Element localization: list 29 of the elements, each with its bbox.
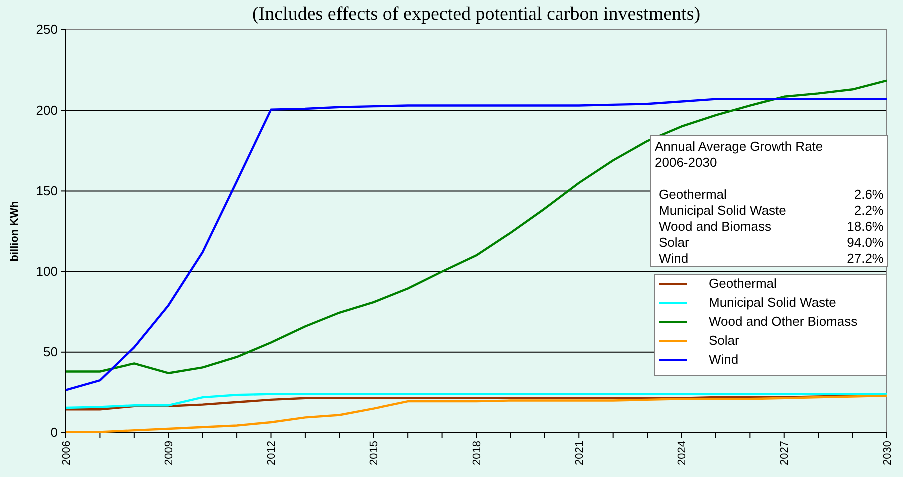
x-tick-label: 2027: [779, 441, 792, 466]
legend-label: Wind: [709, 352, 739, 367]
x-tick-label: 2012: [266, 441, 278, 466]
line-series: [64, 394, 888, 434]
y-tick-label: 100: [36, 264, 58, 279]
x-tick-label: 2024: [676, 441, 689, 466]
x-tick-label: 2015: [368, 441, 381, 466]
legend-label: Wood and Other Biomass: [709, 314, 858, 329]
y-tick-label: 0: [50, 425, 58, 440]
x-tick-label: 2018: [471, 441, 484, 466]
text: Geothermal 2.6%: [659, 187, 884, 202]
text: Municipal Solid Waste 2.2%: [659, 203, 884, 218]
legend-label: Geothermal: [709, 276, 778, 291]
y-tick-label: 150: [36, 183, 58, 198]
x-tick-label: 2009: [163, 441, 176, 466]
y-tick-label: 50: [44, 344, 58, 360]
legend-label: Municipal Solid Waste: [709, 295, 836, 310]
y-tick-label: 200: [36, 102, 58, 118]
legend-label: Solar: [709, 333, 740, 348]
x-tick-label: 2021: [574, 441, 586, 466]
chart-title: (Includes effects of expected potential carbon investments): [252, 4, 701, 25]
text: Solar 94.0%: [659, 235, 884, 250]
y-tick-label: 250: [36, 22, 58, 38]
y-axis-title: billion KWh: [9, 200, 21, 262]
annotation: Annual Average Growth Rate 2006-2030: [655, 139, 824, 170]
text: Wood and Biomass 18.6%: [659, 219, 884, 234]
x-tick-label: 2006: [60, 441, 73, 466]
text: Wind 27.2%: [659, 251, 884, 266]
x-tick-label: 2030: [882, 441, 894, 466]
